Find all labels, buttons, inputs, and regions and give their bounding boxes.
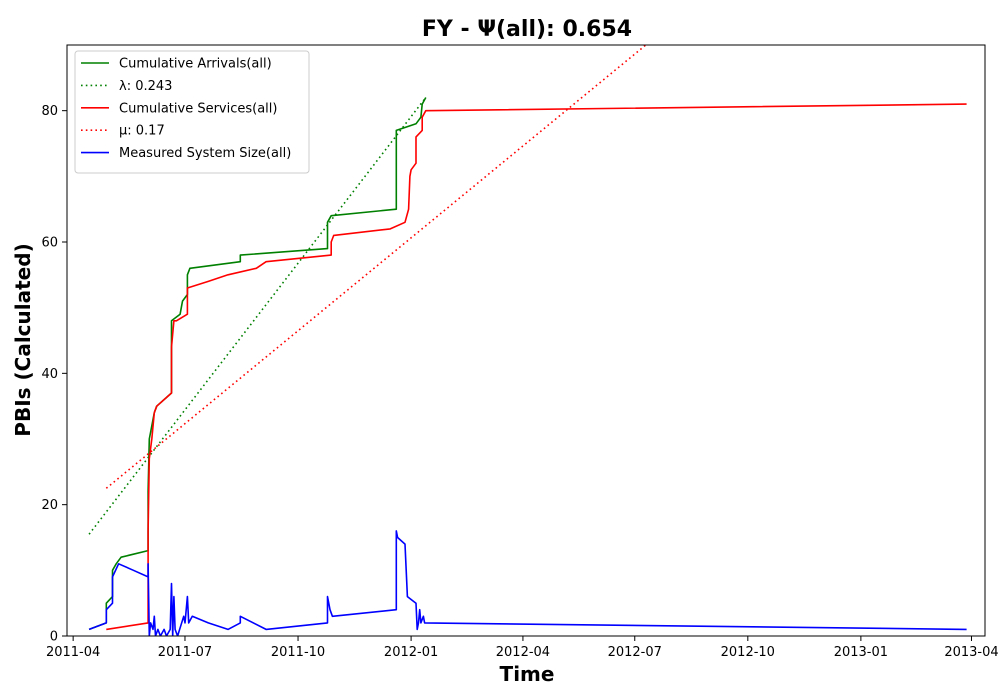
y-tick-label: 60 <box>41 236 58 251</box>
legend-box <box>74 50 310 174</box>
x-tick-label: 2012-10 <box>721 645 775 660</box>
y-tick-label: 40 <box>41 367 58 382</box>
plot-area <box>66 44 986 637</box>
x-tick-label: 2013-04 <box>944 645 998 660</box>
y-axis-label: PBIs (Calculated) <box>11 243 35 436</box>
legend-label: μ: 0.17 <box>119 124 165 139</box>
legend-label: Cumulative Services(all) <box>119 101 277 116</box>
chart-title: FY - Ψ(all): 0.654 <box>422 17 632 42</box>
y-tick-label: 0 <box>50 630 58 645</box>
x-tick-label: 2013-01 <box>834 645 888 660</box>
series-line-cumulative-services-all <box>106 103 967 631</box>
x-axis-label: Time <box>500 662 555 686</box>
x-axis: 2011-04 2011-07 2011-10 2012-01 2012-04 2012-… <box>46 636 999 660</box>
series-line-0-243 <box>88 97 427 535</box>
x-tick-label: 2011-10 <box>271 645 325 660</box>
legend-label: λ: 0.243 <box>119 79 172 94</box>
y-axis: 0 20 40 60 80 <box>41 104 67 645</box>
series-line-measured-system-size-all <box>88 530 967 636</box>
x-tick-label: 2011-04 <box>46 645 100 660</box>
legend-label: Measured System Size(all) <box>119 146 291 161</box>
plot-frame <box>66 44 986 637</box>
y-tick-label: 80 <box>41 104 58 119</box>
legend: Cumulative Arrivals(all) λ: 0.243 Cumulati… <box>74 50 310 174</box>
series-line-cumulative-arrivals-all <box>88 97 427 631</box>
x-tick-label: 2012-07 <box>608 645 662 660</box>
x-tick-label: 2011-07 <box>158 645 212 660</box>
series-line-0-17 <box>105 45 647 489</box>
y-tick-label: 20 <box>41 498 58 513</box>
legend-label: Cumulative Arrivals(all) <box>119 57 272 72</box>
x-tick-label: 2012-04 <box>496 645 550 660</box>
x-tick-label: 2012-01 <box>384 645 438 660</box>
